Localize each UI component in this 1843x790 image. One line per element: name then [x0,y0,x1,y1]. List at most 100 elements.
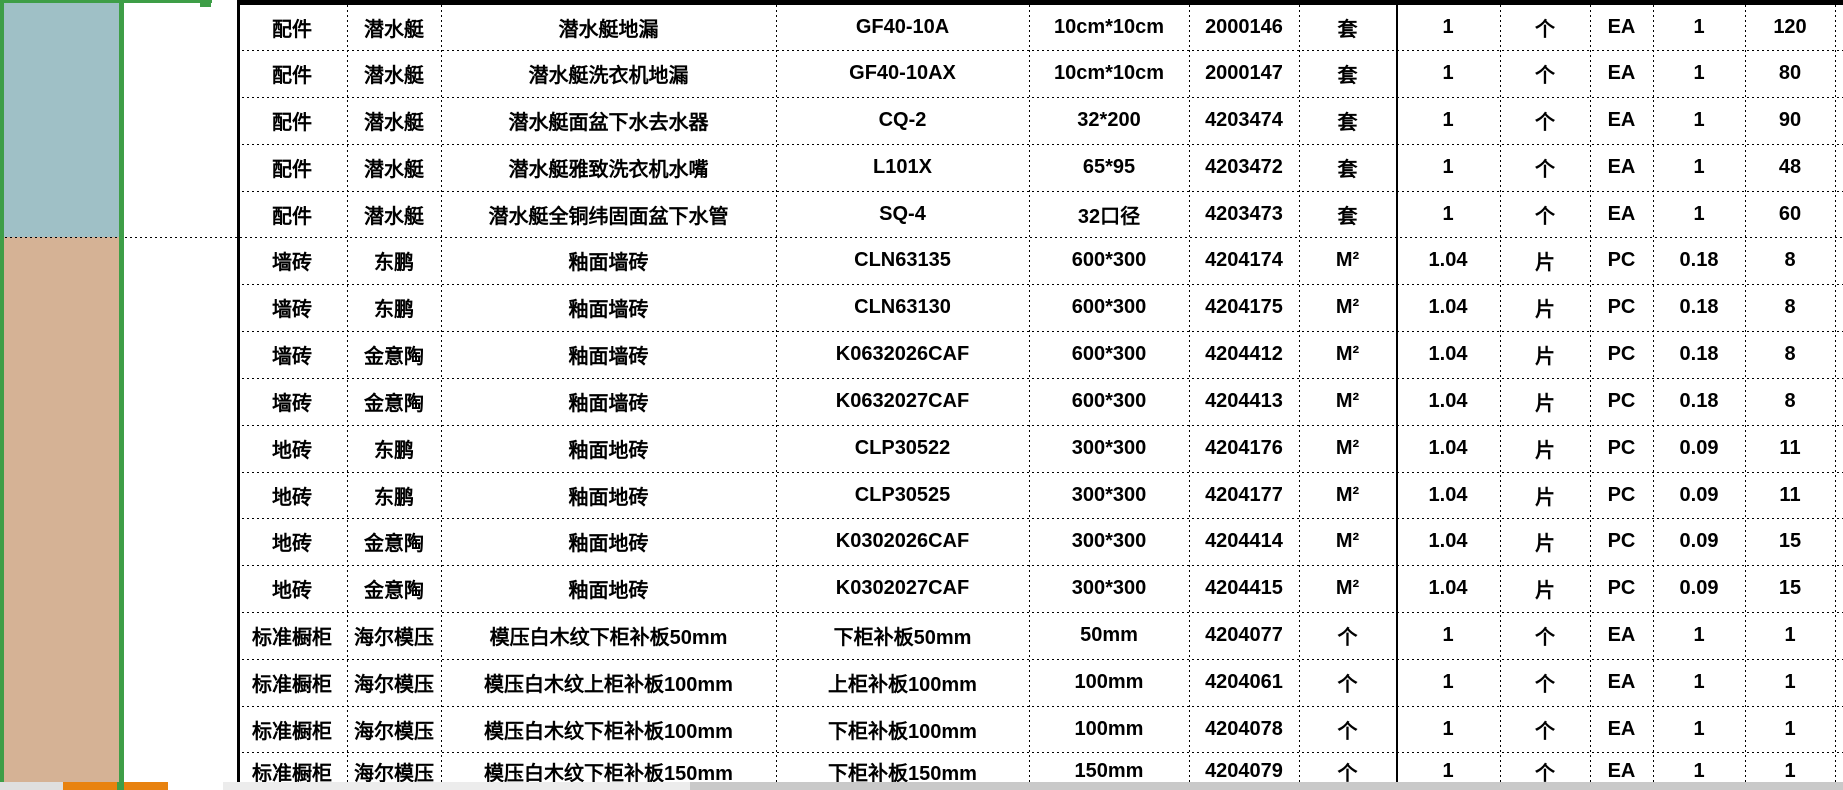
table-cell-total[interactable]: 60 [1778,202,1802,225]
table-cell-uom[interactable]: PC [1607,249,1636,271]
table-cell-factor[interactable]: 1 [1693,671,1705,693]
table-cell-brand[interactable]: 金意陶 [364,533,424,555]
table-cell-unit[interactable]: M² [1335,343,1360,365]
table-cell-uom[interactable]: EA [1607,62,1636,84]
table-cell-name[interactable]: 釉面墙砖 [568,299,649,321]
table-cell-qty[interactable]: 1 [1442,671,1454,693]
table-cell-size[interactable]: 10cm*10cm [1053,16,1165,38]
table-cell-category[interactable]: 配件 [272,159,312,181]
table-cell-unit2[interactable]: 个 [1535,762,1555,785]
table-cell-uom[interactable]: PC [1607,577,1636,599]
table-cell-category[interactable]: 配件 [272,65,312,87]
table-cell-factor[interactable]: 0.18 [1679,390,1719,412]
table-cell-total[interactable]: 120 [1773,16,1807,38]
table-cell-uom[interactable]: PC [1607,390,1636,412]
table-cell-brand[interactable]: 潜水艇 [364,159,424,181]
table-cell-uom[interactable]: PC [1607,437,1636,459]
table-cell-brand[interactable]: 金意陶 [364,346,424,368]
table-cell-unit2[interactable]: 个 [1535,674,1555,696]
table-cell-category[interactable]: 标准橱柜 [252,720,332,743]
table-cell-total[interactable]: 48 [1778,156,1802,178]
category-color-block-tiles-cabinets[interactable] [0,237,124,782]
table-cell-brand[interactable]: 潜水艇 [364,65,424,87]
table-cell-factor[interactable]: 1 [1693,156,1705,178]
table-cell-size[interactable]: 65*95 [1082,156,1136,178]
table-cell-model[interactable]: CQ-2 [878,109,927,131]
table-cell-code[interactable]: 4204176 [1205,437,1283,459]
table-cell-total[interactable]: 1 [1784,717,1796,740]
table-cell-qty[interactable]: 1.04 [1428,437,1468,459]
table-cell-uom[interactable]: PC [1607,530,1636,552]
table-cell-category[interactable]: 地砖 [272,533,312,555]
table-cell-model[interactable]: K0302027CAF [835,577,970,599]
table-cell-size[interactable]: 32口径 [1077,205,1141,228]
table-cell-total[interactable]: 8 [1784,390,1796,412]
table-cell-qty[interactable]: 1 [1442,624,1454,646]
table-cell-model[interactable]: GF40-10A [855,16,950,38]
table-cell-unit[interactable]: M² [1335,249,1360,271]
table-cell-factor[interactable]: 0.09 [1679,530,1719,552]
table-cell-name[interactable]: 釉面墙砖 [568,393,649,415]
table-cell-name[interactable]: 模压白木纹下柜补板100mm [484,720,733,743]
table-cell-size[interactable]: 600*300 [1071,249,1147,271]
table-cell-code[interactable]: 4204413 [1205,390,1283,412]
table-cell-brand[interactable]: 东鹏 [374,486,414,509]
table-cell-code[interactable]: 4204077 [1205,624,1283,646]
table-cell-brand[interactable]: 东鹏 [374,252,414,274]
table-cell-name[interactable]: 潜水艇雅致洗衣机水嘴 [508,159,709,181]
table-cell-total[interactable]: 80 [1778,62,1802,84]
table-cell-model[interactable]: L101X [873,156,932,178]
table-cell-category[interactable]: 墙砖 [272,252,312,274]
table-cell-model[interactable]: K0632027CAF [835,390,970,412]
table-cell-category[interactable]: 地砖 [272,440,312,462]
table-cell-qty[interactable]: 1 [1442,717,1454,740]
table-cell-factor[interactable]: 1 [1693,16,1705,38]
table-cell-unit[interactable]: 套 [1337,159,1358,181]
table-cell-size[interactable]: 100mm [1074,671,1144,693]
table-cell-total[interactable]: 1 [1784,624,1796,646]
table-cell-uom[interactable]: EA [1607,109,1636,131]
table-cell-size[interactable]: 300*300 [1071,577,1147,599]
table-cell-code[interactable]: 2000146 [1205,16,1283,38]
table-cell-size[interactable]: 50mm [1080,624,1138,646]
table-cell-name[interactable]: 模压白木纹下柜补板150mm [484,762,733,785]
table-cell-unit2[interactable]: 片 [1535,393,1555,415]
table-cell-category[interactable]: 标准橱柜 [252,762,332,785]
table-cell-name[interactable]: 模压白木纹下柜补板50mm [489,627,728,649]
table-cell-uom[interactable]: PC [1607,296,1636,318]
table-cell-qty[interactable]: 1.04 [1428,390,1468,412]
table-cell-size[interactable]: 10cm*10cm [1053,62,1165,84]
table-cell-brand[interactable]: 潜水艇 [364,205,424,228]
table-cell-brand[interactable]: 潜水艇 [364,19,424,41]
table-cell-unit2[interactable]: 片 [1535,299,1555,321]
table-cell-name[interactable]: 釉面墙砖 [568,346,649,368]
table-cell-model[interactable]: 下柜补板50mm [833,627,972,649]
table-cell-name[interactable]: 潜水艇面盆下水去水器 [508,112,709,134]
table-cell-size[interactable]: 300*300 [1071,437,1147,459]
table-cell-factor[interactable]: 0.18 [1679,296,1719,318]
table-cell-qty[interactable]: 1 [1442,109,1454,131]
table-cell-total[interactable]: 15 [1778,530,1802,552]
table-cell-total[interactable]: 11 [1779,483,1801,506]
table-cell-category[interactable]: 地砖 [272,580,312,602]
table-cell-total[interactable]: 1 [1784,671,1796,693]
table-cell-category[interactable]: 配件 [272,205,312,228]
table-cell-model[interactable]: SQ-4 [879,202,926,225]
table-cell-unit2[interactable]: 个 [1535,19,1555,41]
table-cell-factor[interactable]: 1 [1693,624,1705,646]
table-cell-size[interactable]: 100mm [1074,717,1144,740]
table-cell-code[interactable]: 4204177 [1205,483,1283,506]
table-cell-unit[interactable]: M² [1335,437,1360,459]
table-cell-size[interactable]: 600*300 [1071,296,1147,318]
table-cell-unit2[interactable]: 个 [1535,720,1555,743]
table-cell-brand[interactable]: 海尔模压 [354,674,434,696]
table-cell-factor[interactable]: 0.09 [1679,483,1719,506]
table-cell-factor[interactable]: 1 [1693,62,1705,84]
table-cell-total[interactable]: 11 [1779,437,1801,459]
table-cell-size[interactable]: 150mm [1074,759,1144,782]
table-cell-unit2[interactable]: 个 [1535,159,1555,181]
table-cell-unit[interactable]: 套 [1337,112,1358,134]
table-cell-unit[interactable]: M² [1335,390,1360,412]
table-cell-factor[interactable]: 0.18 [1679,249,1719,271]
table-cell-name[interactable]: 釉面地砖 [568,533,649,555]
